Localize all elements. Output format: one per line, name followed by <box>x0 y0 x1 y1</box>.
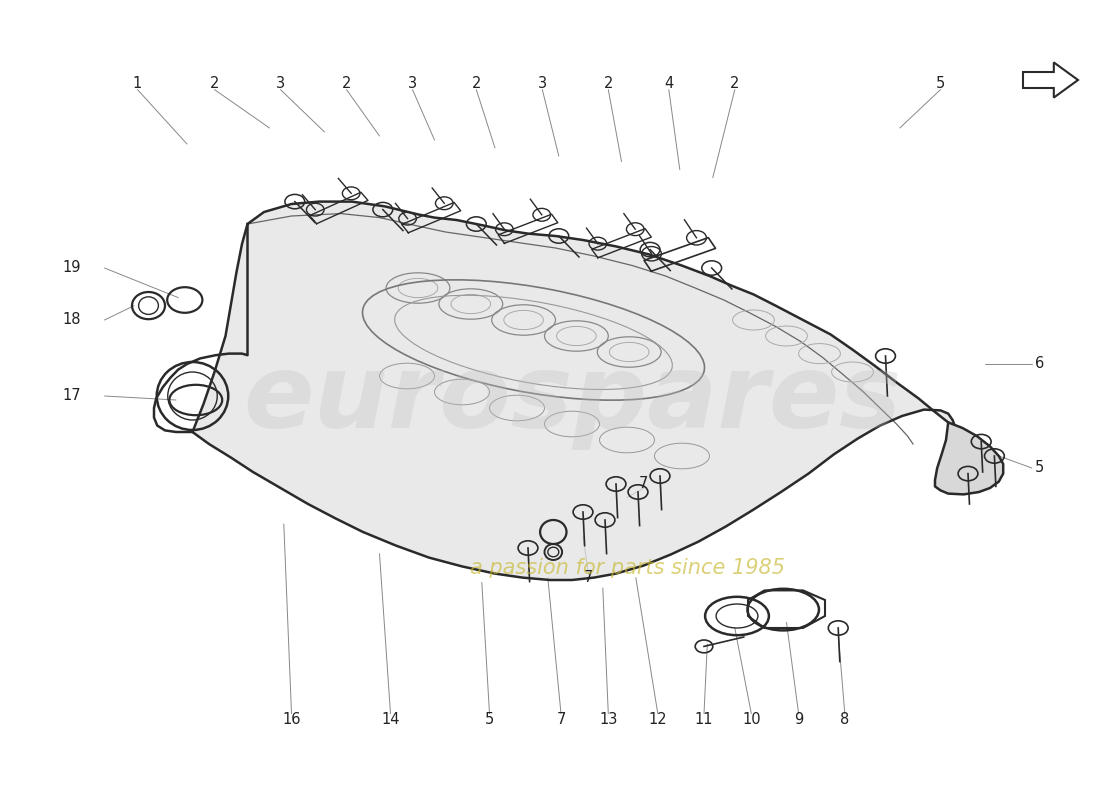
Text: 18: 18 <box>63 313 80 327</box>
Text: 7: 7 <box>639 477 648 491</box>
Text: 8: 8 <box>840 713 849 727</box>
Text: 2: 2 <box>604 77 613 91</box>
Text: 16: 16 <box>283 713 300 727</box>
Polygon shape <box>192 202 957 580</box>
Text: 4: 4 <box>664 77 673 91</box>
Text: 5: 5 <box>485 713 494 727</box>
Text: 2: 2 <box>342 77 351 91</box>
Text: 3: 3 <box>408 77 417 91</box>
Text: 1: 1 <box>133 77 142 91</box>
Text: 5: 5 <box>936 77 945 91</box>
Text: 2: 2 <box>472 77 481 91</box>
Text: 3: 3 <box>538 77 547 91</box>
Text: 3: 3 <box>276 77 285 91</box>
Text: 13: 13 <box>600 713 617 727</box>
Text: 7: 7 <box>584 570 593 585</box>
Polygon shape <box>935 422 1003 494</box>
Text: 19: 19 <box>63 261 80 275</box>
Text: 7: 7 <box>557 713 565 727</box>
Text: 2: 2 <box>730 77 739 91</box>
Text: 9: 9 <box>794 713 803 727</box>
Text: 2: 2 <box>210 77 219 91</box>
Text: a passion for parts since 1985: a passion for parts since 1985 <box>470 558 784 578</box>
Text: 12: 12 <box>649 713 667 727</box>
Text: 10: 10 <box>742 713 760 727</box>
Text: eurospares: eurospares <box>243 350 901 450</box>
Text: 5: 5 <box>1035 461 1044 475</box>
Text: 17: 17 <box>63 389 80 403</box>
Text: 6: 6 <box>1035 357 1044 371</box>
Text: 14: 14 <box>382 713 399 727</box>
Text: 11: 11 <box>695 713 713 727</box>
